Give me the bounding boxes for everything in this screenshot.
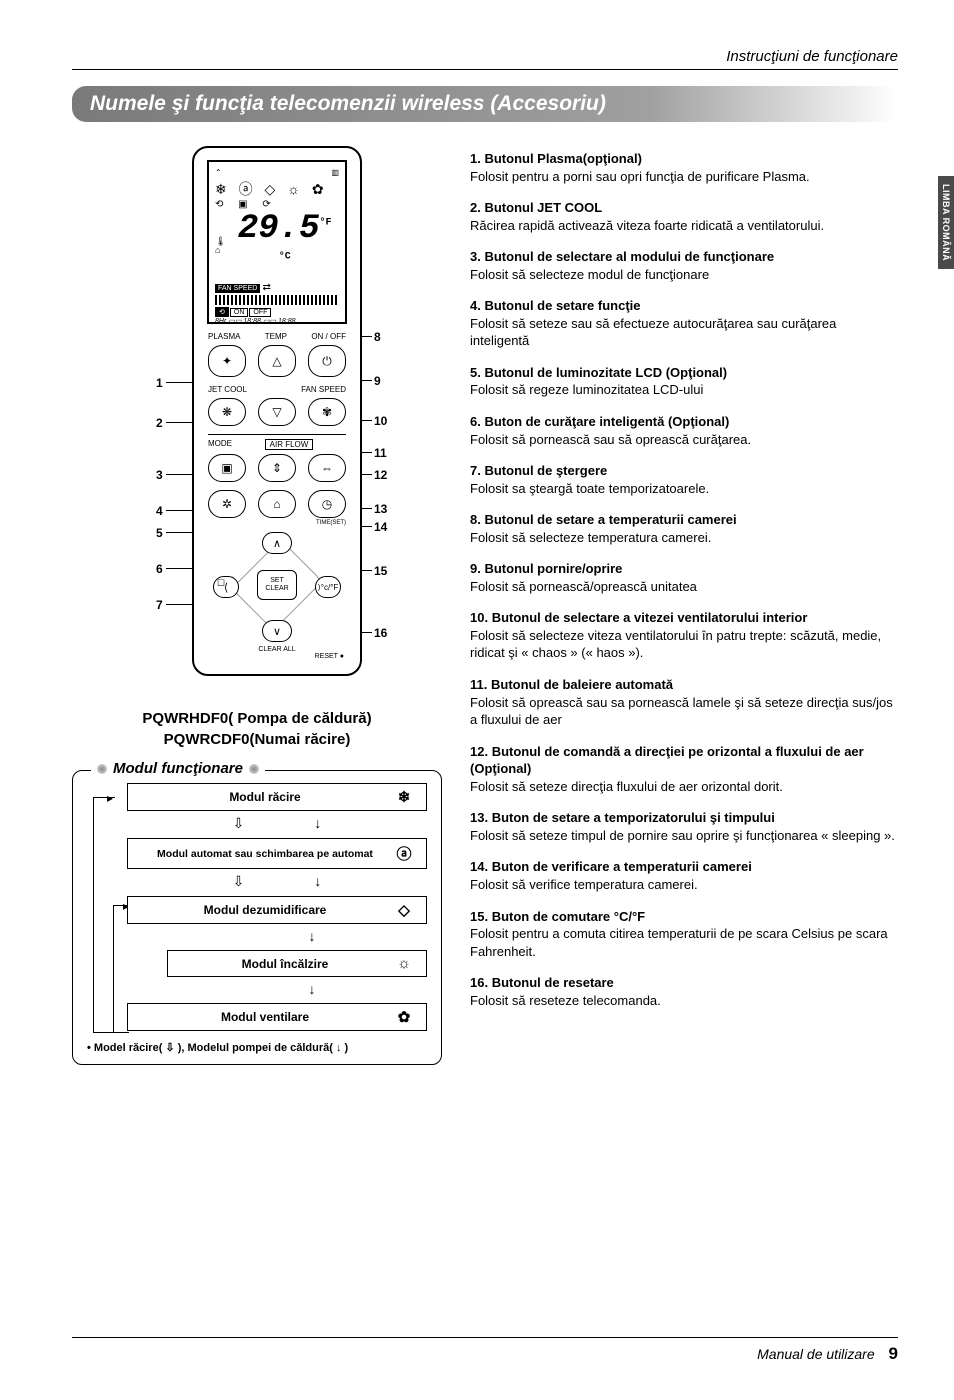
fanspeed-button-icon: ✾ [308,398,346,426]
mode-row-cooling: Modul răcire ❄ [127,783,427,811]
list-item: 3. Butonul de selectare al modului de fu… [470,248,898,283]
label-plasma: PLASMA [208,332,240,341]
remote-diagram: 1 2 3 4 5 6 7 8 9 10 [72,146,442,686]
temp-down-button-icon: ▽ [258,398,296,426]
list-item: 2. Butonul JET COOLRăcirea rapidă active… [470,199,898,234]
screen-fan-label: FAN SPEED [215,284,260,293]
callout-7: 7 [156,598,163,612]
nav-set-clear-icon: SET CLEAR [257,570,297,600]
section-header: Instrucţiuni de funcţionare [72,48,898,70]
mode-button-icon: ▣ [208,454,246,482]
callout-1: 1 [156,376,163,390]
callout-16: 16 [374,626,387,640]
callout-14: 14 [374,520,387,534]
list-item: 6. Buton de curăţare inteligentă (Opţion… [470,413,898,448]
mode-flow-title: Modul funcţionare [91,760,265,777]
callout-2: 2 [156,416,163,430]
list-item: 8. Butonul de setare a temperaturii came… [470,511,898,546]
list-item: 4. Butonul de setare funcţieFolosit să s… [470,297,898,350]
label-onoff: ON / OFF [311,332,346,341]
callout-11: 11 [374,446,387,460]
footer-text: Manual de utilizare [757,1346,875,1362]
fan-icon: ✿ [392,1008,416,1026]
function-button-icon: ✲ [208,490,246,518]
callout-9: 9 [374,374,381,388]
lcd-icon: ☐ [217,578,225,589]
callout-12: 12 [374,468,387,482]
button-descriptions: 1. Butonul Plasma(opţional)Folosit pentr… [470,146,898,1065]
airflow-v-button-icon: ⇕ [258,454,296,482]
mode-flow-footer: • Model răcire( ⇩ ), Modelul pompei de c… [87,1041,427,1054]
screen-timer-line: 8Hr ▭▭ 18:88 ▭▭ 18:88 [215,317,339,325]
power-button-icon: ⏻ [308,345,346,377]
page-footer: Manual de utilizare 9 [757,1344,898,1364]
callout-8: 8 [374,330,381,344]
list-item: 7. Butonul de ştergereFolosit sa şteargă… [470,462,898,497]
mode-row-dehum: Modul dezumidificare ◇ [127,896,427,924]
mode-row-fan: Modul ventilare ✿ [127,1003,427,1031]
plasma-button-icon: ✦ [208,345,246,377]
nav-right-icon: ⟩°c/°F [315,576,341,598]
language-tab: LIMBA ROMÂNĂ [938,176,954,269]
screen-temp-value: 29.5 [238,210,320,248]
label-reset: RESET ● [194,653,360,660]
callout-5: 5 [156,526,163,540]
page-title: Numele şi funcţia telecomenzii wireless … [72,86,898,122]
list-item: 16. Butonul de resetareFolosit să resete… [470,974,898,1009]
nav-down-icon: ∨ [262,620,292,642]
list-item: 9. Butonul pornire/oprireFolosit să porn… [470,560,898,595]
nav-cluster: ∧ ∨ ⟨ ⟩°c/°F SET CLEAR ☐ [207,532,347,642]
remote-screen: ⌃▥ ❄ ⓐ ◇ ☼ ✿ ⟲ ▣ ⟳ 🌡⌂ 29.5°F °C FAN SPEE… [207,160,347,324]
callout-6: 6 [156,562,163,576]
nav-up-icon: ∧ [262,532,292,554]
roomtemp-button-icon: ⌂ [258,490,296,518]
mode-row-heating: Modul încălzire ☼ [167,950,427,977]
screen-pill-off: OFF [249,308,271,317]
label-mode: MODE [208,439,232,450]
airflow-h-button-icon: ⇔ [308,454,346,482]
screen-mode-icons: ❄ ⓐ ◇ ☼ ✿ [215,179,339,199]
callout-4: 4 [156,504,163,518]
list-item: 14. Buton de verificare a temperaturii c… [470,858,898,893]
auto-icon: ⓐ [392,843,416,864]
mode-row-auto: Modul automat sau schimbarea pe automat … [127,838,427,869]
callout-15: 15 [374,564,387,578]
list-item: 11. Butonul de baleiere automatăFolosit … [470,676,898,729]
list-item: 13. Buton de setare a temporizatorului ş… [470,809,898,844]
timer-button-icon: ◷ [308,490,346,518]
jetcool-button-icon: ❋ [208,398,246,426]
list-item: 12. Butonul de comandă a direcţiei pe or… [470,743,898,796]
label-fanspeed: FAN SPEED [301,385,346,394]
screen-sub-icons: ⟲ ▣ ⟳ [215,199,339,210]
screen-pill-auto: ⟲ [215,307,229,317]
sun-icon: ☼ [392,955,416,972]
callout-3: 3 [156,468,163,482]
temp-button-icon: △ [258,345,296,377]
list-item: 10. Butonul de selectare a vitezei venti… [470,609,898,662]
list-item: 15. Buton de comutare °C/°FFolosit pentr… [470,908,898,961]
label-temp: TEMP [265,332,287,341]
mode-flowchart: Modul funcţionare ▸ ▸ Modul răcire ❄ ⇩↓ … [72,770,442,1065]
label-timeset: TIME(SET) [208,520,346,526]
snowflake-icon: ❄ [392,788,416,806]
list-item: 5. Butonul de luminozitate LCD (Opţional… [470,364,898,399]
page-number: 9 [889,1344,898,1363]
model-line-2: PQWRCDF0(Numai răcire) [72,729,442,750]
model-codes: PQWRHDF0( Pompa de căldură) PQWRCDF0(Num… [72,708,442,750]
list-item: 1. Butonul Plasma(opţional)Folosit pentr… [470,150,898,185]
model-line-1: PQWRHDF0( Pompa de căldură) [72,708,442,729]
callout-13: 13 [374,502,387,516]
label-airflow: AIR FLOW [265,439,314,450]
label-clearall: CLEAR ALL [194,646,360,653]
droplet-icon: ◇ [392,901,416,919]
label-jetcool: JET COOL [208,385,247,394]
callout-10: 10 [374,414,387,428]
screen-pill-on: ON [230,308,249,317]
